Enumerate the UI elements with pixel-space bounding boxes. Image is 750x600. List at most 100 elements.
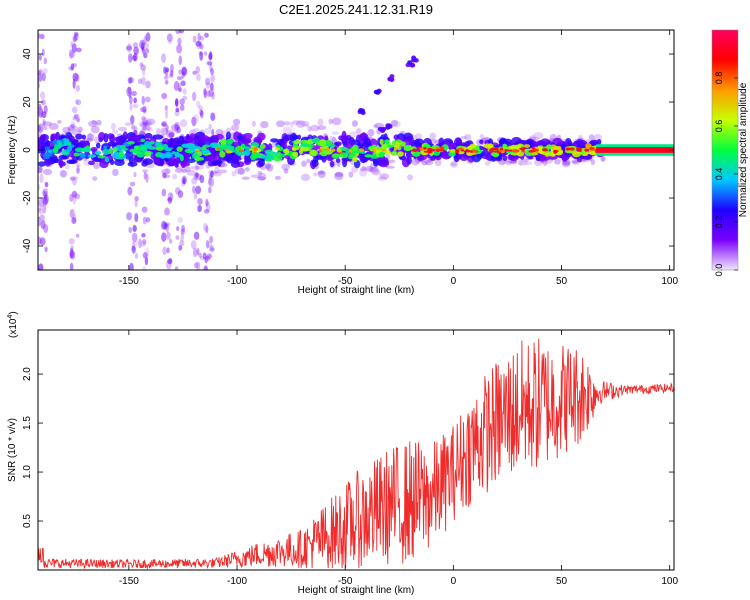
- core-blob: [67, 145, 73, 152]
- core-blob: [284, 148, 290, 155]
- band-blob: [338, 135, 344, 141]
- core-blob: [381, 143, 388, 149]
- halo-blob: [351, 120, 358, 127]
- streak-blob: [203, 265, 208, 270]
- halo-blob: [110, 122, 116, 131]
- streak-blob: [210, 170, 214, 178]
- streak-blob: [43, 57, 47, 65]
- halo-blob: [415, 133, 423, 140]
- core-blob: [104, 156, 110, 163]
- core-blob: [385, 150, 391, 155]
- halo-blob: [600, 155, 606, 162]
- core-blob: [331, 153, 340, 159]
- streak-blob: [195, 161, 199, 171]
- streak-blob: [70, 63, 75, 71]
- halo-blob: [348, 131, 359, 138]
- core-blob: [81, 146, 91, 153]
- snr-y-tick-label-3: 2.0: [22, 367, 33, 381]
- peak-blob: [489, 148, 493, 153]
- streak-blob: [204, 32, 209, 38]
- band-blob: [75, 133, 83, 140]
- streak-blob: [195, 40, 202, 47]
- streak-blob: [128, 96, 133, 104]
- peak-blob: [337, 149, 342, 153]
- streak-blob: [138, 238, 142, 249]
- halo-blob: [464, 133, 472, 141]
- streak-blob: [145, 80, 151, 89]
- halo-blob: [234, 167, 245, 175]
- streak-blob: [41, 111, 47, 119]
- streak-blob: [142, 125, 147, 131]
- core-blob: [120, 147, 128, 151]
- band-blob: [142, 158, 154, 165]
- streak-blob: [164, 79, 169, 85]
- rising-branch-blob: [363, 137, 369, 143]
- halo-blob: [600, 156, 606, 162]
- core-blob: [202, 144, 211, 148]
- halo-blob: [265, 162, 271, 170]
- streak-blob: [42, 68, 48, 74]
- peak-blob: [508, 149, 513, 152]
- halo-blob: [195, 165, 204, 170]
- core-blob: [466, 152, 473, 156]
- streak-blob: [142, 68, 146, 76]
- halo-blob: [561, 160, 571, 168]
- core-blob: [219, 151, 226, 158]
- streak-blob: [190, 240, 197, 250]
- halo-blob: [256, 176, 266, 181]
- halo-blob: [92, 176, 98, 181]
- streak-blob: [128, 92, 132, 99]
- snr-x-tick-label-4: 50: [556, 576, 568, 587]
- streak-blob: [210, 74, 216, 83]
- peak-blob: [541, 148, 548, 152]
- streak-blob: [179, 104, 185, 111]
- band-blob: [58, 155, 68, 160]
- streak-blob: [162, 172, 167, 179]
- core-blob: [112, 152, 119, 159]
- core-blob: [212, 143, 220, 149]
- streak-blob: [140, 107, 144, 113]
- streak-blob: [132, 103, 139, 109]
- core-blob: [148, 146, 157, 150]
- band-blob: [438, 137, 445, 147]
- core-blob: [164, 151, 173, 159]
- core-blob: [127, 140, 135, 145]
- halo-blob: [276, 120, 285, 128]
- band-blob: [90, 147, 98, 152]
- streak-blob: [176, 127, 182, 134]
- halo-blob: [251, 120, 256, 127]
- core-blob: [52, 148, 58, 152]
- core-blob: [351, 149, 359, 153]
- streak-blob: [173, 81, 180, 91]
- peak-blob: [359, 148, 364, 152]
- halo-blob: [237, 167, 246, 175]
- streak-blob: [39, 173, 44, 184]
- streak-blob: [141, 41, 145, 52]
- halo-blob: [460, 136, 468, 140]
- peak-blob: [257, 148, 261, 153]
- streak-blob: [145, 217, 151, 223]
- streak-blob: [166, 197, 173, 202]
- streak-blob: [42, 72, 46, 82]
- streak-blob: [38, 263, 44, 270]
- streak-blob: [71, 217, 77, 224]
- core-blob: [97, 155, 106, 159]
- streak-blob: [134, 200, 138, 208]
- streak-blob: [199, 35, 204, 41]
- snr-y-tick-label-2: 1.5: [22, 416, 33, 430]
- streak-blob: [198, 252, 203, 259]
- snr-series-line: [38, 338, 674, 570]
- halo-blob: [91, 119, 97, 125]
- band-blob: [88, 160, 95, 166]
- peak-blob: [455, 149, 460, 154]
- halo-blob: [118, 126, 128, 132]
- halo-blob: [522, 161, 533, 166]
- core-blob: [412, 151, 421, 157]
- streak-blob: [75, 84, 81, 92]
- streak-blob: [38, 103, 42, 109]
- halo-blob: [372, 169, 382, 176]
- streak-blob: [211, 91, 215, 100]
- snr-panel: -150 -100 -50 0 50 100 0.5 1.0 1.5 2.0 Height of…: [7, 311, 678, 596]
- band-blob: [59, 158, 64, 169]
